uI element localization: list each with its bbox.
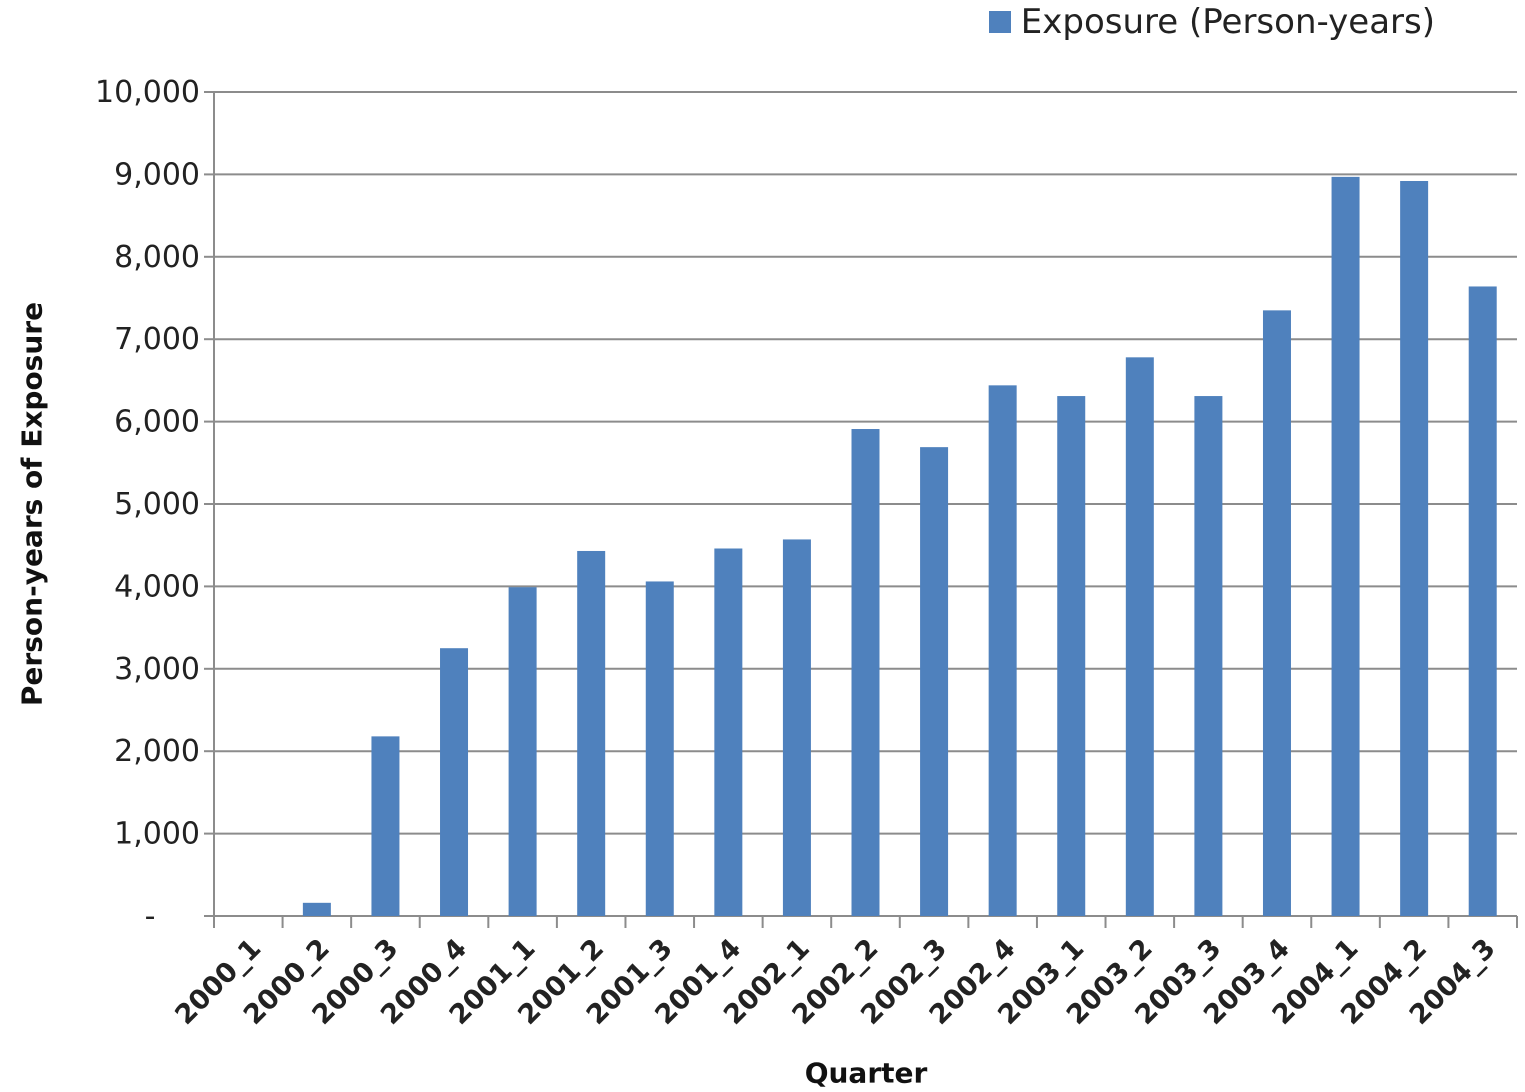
y-tick-label: 8,000 (114, 240, 200, 275)
y-tick-label: 7,000 (114, 322, 200, 357)
bar-2001_2 (577, 550, 606, 916)
bar-2002_2 (851, 429, 880, 916)
bars (302, 176, 1497, 916)
y-tick-label: 9,000 (114, 157, 200, 192)
bar-2003_2 (1125, 357, 1154, 916)
bar-2000_3 (371, 736, 400, 916)
y-tick-label: 3,000 (114, 652, 200, 687)
x-tick-labels: 2000_12000_22000_32000_42001_12001_22001… (169, 933, 1501, 1031)
legend: Exposure (Person-years) (988, 2, 1435, 42)
bar-2002_3 (920, 447, 949, 916)
y-tick-label: 4,000 (114, 569, 200, 604)
legend-swatch (988, 11, 1011, 33)
legend-label: Exposure (Person-years) (1020, 2, 1435, 42)
bar-2004_3 (1468, 286, 1497, 916)
bar-2003_4 (1262, 310, 1291, 916)
bar-2003_3 (1194, 396, 1223, 916)
bar-2000_4 (440, 648, 469, 916)
y-tick-label: 10,000 (95, 75, 200, 110)
bar-2004_2 (1400, 180, 1429, 916)
y-tick-label: 2,000 (114, 734, 200, 769)
y-axis-title: Person-years of Exposure (15, 301, 49, 707)
y-tick-label: - (145, 899, 156, 934)
y-tick-label: 1,000 (114, 817, 200, 852)
axes (204, 91, 1518, 928)
bar-2001_4 (714, 548, 743, 916)
bar-2001_1 (508, 587, 537, 916)
y-tick-label: 6,000 (114, 405, 200, 440)
bar-2002_1 (782, 539, 811, 916)
bar-2004_1 (1331, 176, 1360, 916)
bar-2000_2 (302, 902, 331, 916)
y-tick-labels: - 1,000 2,000 3,000 4,000 5,000 6,000 7,000 8,00… (95, 75, 200, 934)
y-tick-label: 5,000 (114, 487, 200, 522)
x-axis-title: Quarter (804, 1056, 928, 1090)
bar-2002_4 (988, 385, 1017, 916)
bar-2003_1 (1057, 396, 1086, 916)
bar-2001_3 (645, 581, 674, 916)
